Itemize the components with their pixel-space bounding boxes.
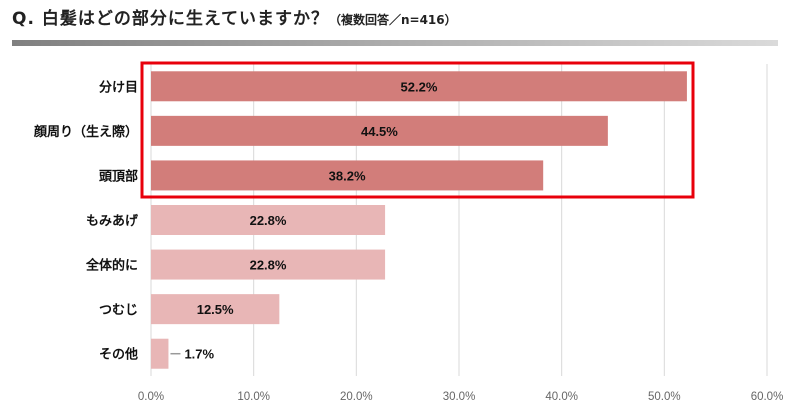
highlight-box bbox=[140, 61, 695, 199]
data-label: 44.5% bbox=[361, 124, 398, 139]
category-label: つむじ bbox=[99, 303, 138, 318]
data-label: 12.5% bbox=[197, 302, 234, 317]
bar bbox=[151, 160, 544, 191]
x-tick-label: 60.0% bbox=[751, 391, 784, 403]
question-text: Q. 白髪はどの部分に生えていますか？ bbox=[12, 9, 329, 29]
data-label: 22.8% bbox=[250, 213, 287, 228]
category-label: 全体的に bbox=[85, 258, 138, 274]
chart-title: Q. 白髪はどの部分に生えていますか？（複数回答／n=416） bbox=[12, 4, 457, 29]
title-divider bbox=[12, 40, 778, 46]
category-label: 分け目 bbox=[99, 79, 138, 95]
data-label: 52.2% bbox=[401, 79, 438, 94]
bar bbox=[151, 294, 280, 325]
x-tick-label: 50.0% bbox=[648, 391, 681, 403]
bar bbox=[151, 71, 687, 102]
category-label: 顔周り（生え際） bbox=[33, 124, 138, 140]
category-label: 頭頂部 bbox=[99, 168, 138, 184]
data-label: 38.2% bbox=[329, 168, 366, 183]
category-label: もみあげ bbox=[86, 213, 139, 229]
bar bbox=[151, 115, 608, 146]
data-label: 1.7% bbox=[184, 347, 214, 362]
bar bbox=[151, 249, 386, 280]
bar bbox=[151, 338, 169, 369]
bar bbox=[151, 205, 386, 235]
x-tick-label: 0.0% bbox=[138, 391, 164, 403]
sample-note: （複数回答／n=416） bbox=[328, 13, 457, 27]
x-tick-label: 40.0% bbox=[545, 391, 578, 403]
data-label: 22.8% bbox=[250, 258, 287, 273]
x-tick-label: 30.0% bbox=[443, 391, 476, 403]
x-tick-label: 20.0% bbox=[340, 391, 373, 403]
category-label: その他 bbox=[99, 347, 138, 363]
x-tick-label: 10.0% bbox=[237, 391, 270, 403]
